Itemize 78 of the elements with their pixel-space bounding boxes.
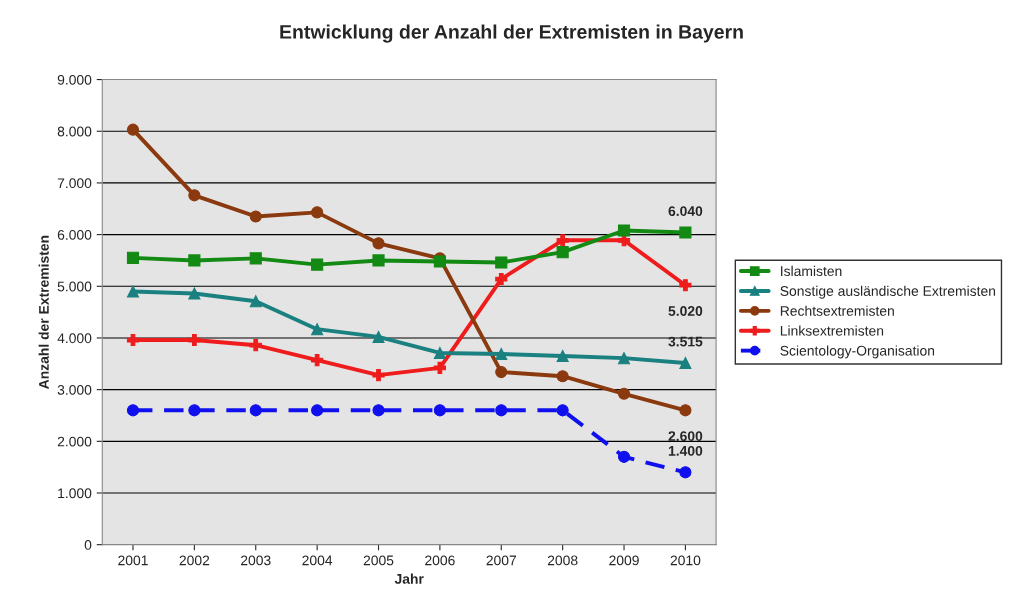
y-tick-label: 3.000 bbox=[57, 384, 92, 395]
annotation: 2.600 bbox=[668, 431, 703, 441]
x-tick-label: 2006 bbox=[425, 555, 455, 566]
y-tick-label: 7.000 bbox=[57, 178, 92, 189]
point bbox=[126, 251, 140, 264]
x-tick-label: 2009 bbox=[609, 555, 639, 566]
point bbox=[249, 339, 262, 352]
y-axis-title: Anzahl der Extremisten bbox=[38, 235, 49, 389]
point bbox=[556, 404, 569, 417]
point bbox=[556, 349, 569, 363]
y-tick-label: 5.000 bbox=[57, 281, 92, 292]
point bbox=[372, 404, 385, 417]
annotation: 5.020 bbox=[668, 306, 703, 316]
point bbox=[311, 354, 324, 367]
point bbox=[126, 123, 140, 136]
point bbox=[188, 333, 201, 347]
chart-title: Entwicklung der Anzahl der Extremisten in Bayern bbox=[280, 24, 743, 43]
x-tick-label: 2001 bbox=[118, 555, 148, 566]
point bbox=[617, 450, 631, 463]
annotation: 6.040 bbox=[668, 206, 703, 216]
point bbox=[188, 287, 201, 300]
x-tick-label: 2008 bbox=[547, 555, 578, 566]
point bbox=[679, 466, 692, 479]
point bbox=[679, 404, 692, 417]
point bbox=[311, 206, 324, 219]
legend-label: Rechtsextremisten bbox=[780, 305, 894, 316]
point bbox=[249, 252, 262, 265]
point bbox=[311, 323, 324, 336]
legend-label: Linksextremisten bbox=[780, 325, 884, 336]
point bbox=[249, 295, 262, 308]
x-tick-label: 2007 bbox=[486, 555, 517, 566]
point bbox=[126, 285, 140, 298]
legend-label: Islamisten bbox=[781, 265, 842, 277]
y-tick-label: 1.000 bbox=[58, 488, 92, 499]
point bbox=[617, 352, 631, 365]
point bbox=[372, 330, 385, 343]
point bbox=[495, 365, 508, 379]
point bbox=[617, 387, 631, 400]
point bbox=[433, 404, 446, 417]
annotation: 1.400 bbox=[668, 445, 703, 456]
x-tick-label: 2003 bbox=[241, 555, 271, 566]
point bbox=[495, 404, 508, 417]
point bbox=[679, 226, 692, 239]
y-tick-label: 2.000 bbox=[57, 436, 92, 447]
point bbox=[372, 237, 385, 250]
point bbox=[249, 210, 262, 223]
y-tick-label: 4.000 bbox=[57, 333, 92, 344]
point bbox=[556, 370, 569, 383]
point bbox=[372, 369, 385, 382]
point bbox=[433, 346, 446, 360]
x-tick-label: 2002 bbox=[179, 555, 210, 566]
point bbox=[617, 224, 631, 237]
point bbox=[556, 246, 569, 259]
point bbox=[311, 404, 324, 417]
point bbox=[679, 356, 692, 370]
point bbox=[249, 404, 262, 417]
x-axis-title: Jahr bbox=[394, 573, 424, 584]
point bbox=[495, 256, 508, 269]
x-tick-label: 2004 bbox=[302, 555, 333, 566]
point bbox=[556, 234, 569, 247]
y-tick-label: 6.000 bbox=[57, 229, 92, 240]
x-tick-label: 2010 bbox=[670, 555, 701, 566]
y-tick-label: 8.000 bbox=[57, 126, 92, 137]
x-tick-label: 2005 bbox=[363, 555, 394, 566]
y-tick-label: 0 bbox=[84, 540, 92, 550]
point bbox=[126, 404, 140, 417]
point bbox=[679, 279, 692, 292]
point bbox=[188, 189, 201, 202]
point bbox=[188, 254, 201, 267]
legend-label: Scientology-Organisation bbox=[780, 345, 935, 359]
legend-label: Sonstige ausländische Extremisten bbox=[780, 285, 996, 299]
point bbox=[372, 254, 385, 267]
annotation: 3.515 bbox=[668, 336, 703, 347]
point bbox=[311, 258, 324, 271]
point bbox=[495, 272, 508, 286]
point bbox=[495, 347, 508, 361]
point bbox=[188, 404, 201, 417]
y-tick-label: 9.000 bbox=[57, 74, 92, 85]
